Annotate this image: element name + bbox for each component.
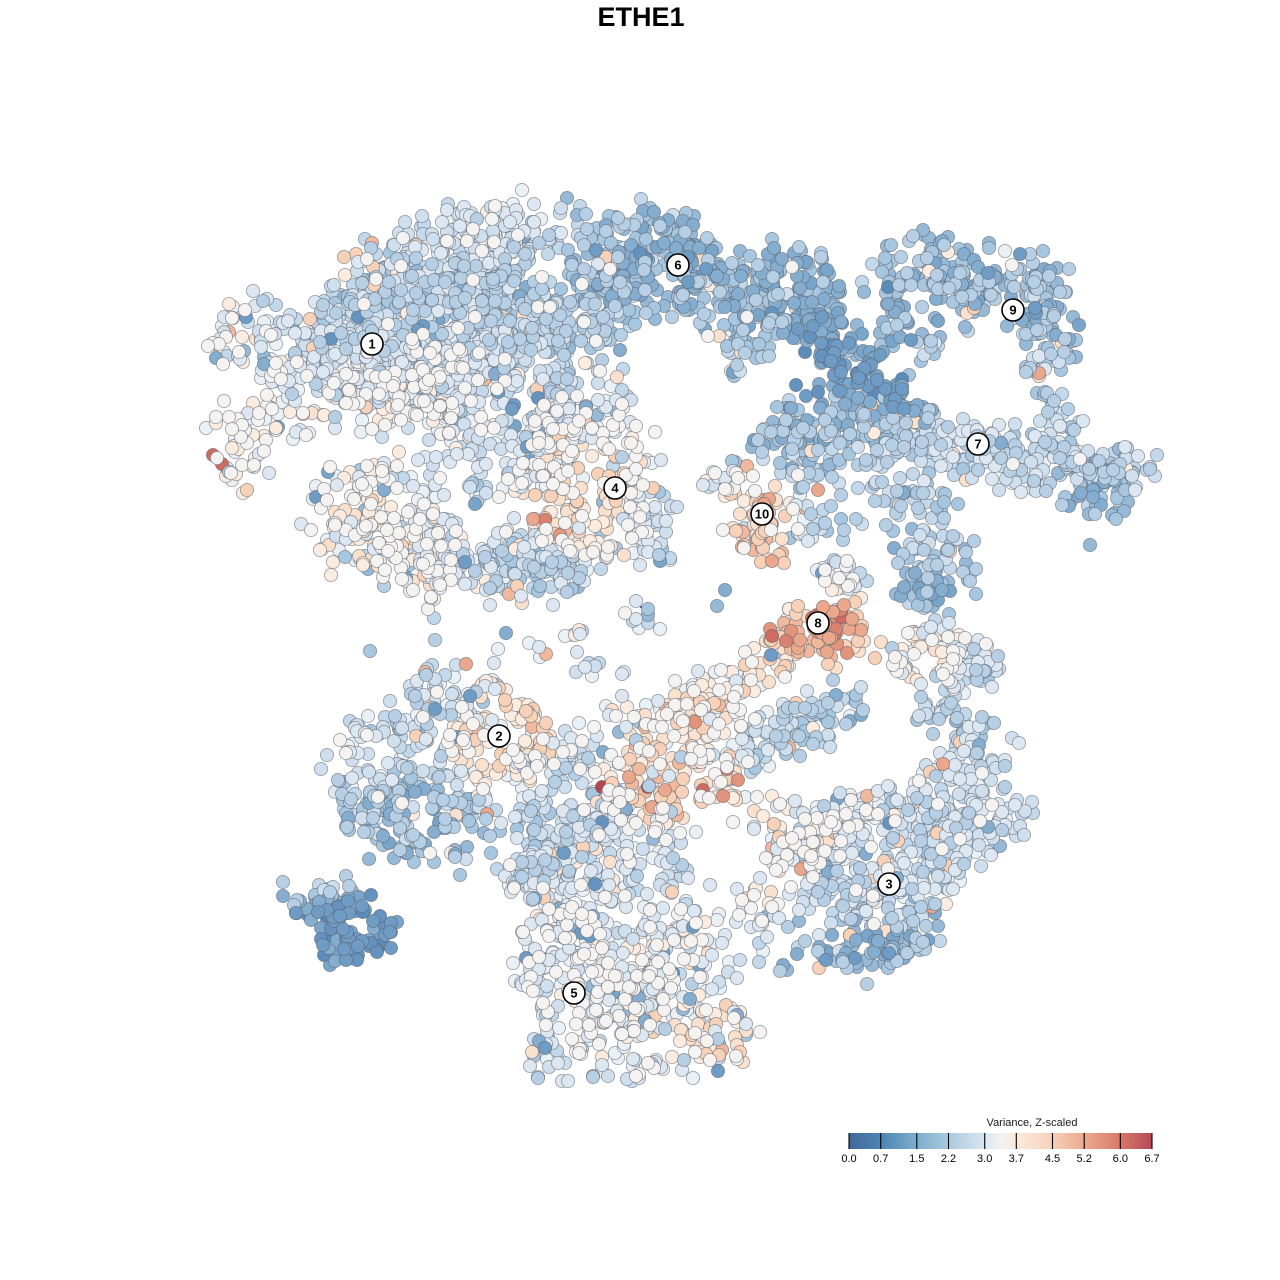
svg-text:ETHE1: ETHE1	[597, 2, 684, 32]
